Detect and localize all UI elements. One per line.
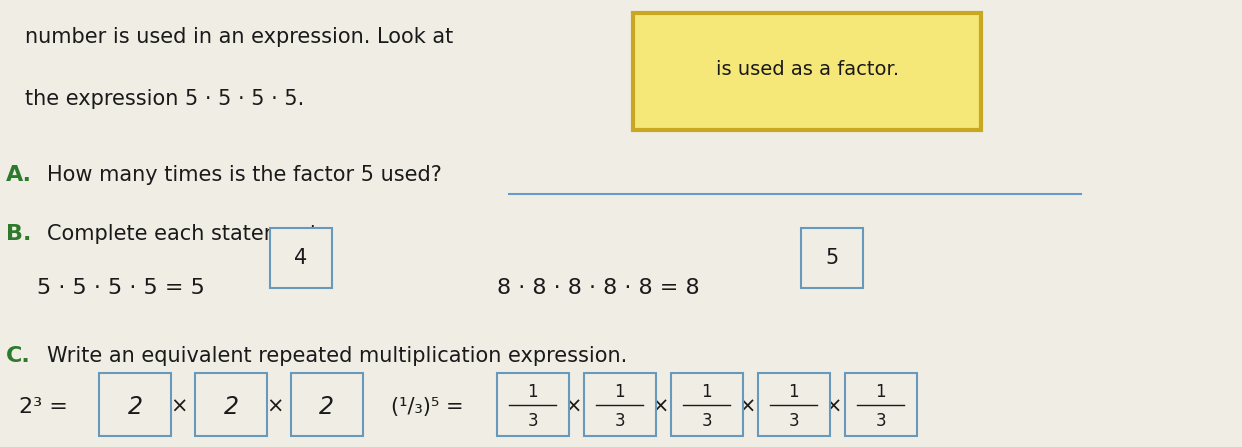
FancyBboxPatch shape — [270, 228, 332, 288]
FancyBboxPatch shape — [195, 373, 267, 436]
Text: 3: 3 — [528, 412, 538, 430]
Text: number is used in an expression. Look at: number is used in an expression. Look at — [25, 27, 453, 47]
Text: A.: A. — [6, 165, 32, 186]
Text: ×: × — [170, 397, 188, 417]
FancyBboxPatch shape — [671, 373, 743, 436]
Text: ×: × — [564, 397, 581, 417]
Text: 1: 1 — [528, 383, 538, 401]
Text: 3: 3 — [702, 412, 712, 430]
Text: How many times is the factor 5 used?: How many times is the factor 5 used? — [47, 165, 442, 186]
FancyBboxPatch shape — [633, 13, 981, 130]
FancyBboxPatch shape — [845, 373, 917, 436]
Text: ×: × — [738, 397, 755, 417]
Text: 3: 3 — [789, 412, 799, 430]
Text: Write an equivalent repeated multiplication expression.: Write an equivalent repeated multiplicat… — [47, 346, 627, 367]
Text: 2: 2 — [319, 395, 334, 419]
FancyBboxPatch shape — [584, 373, 656, 436]
Text: 2: 2 — [128, 395, 143, 419]
Text: B.: B. — [6, 224, 31, 244]
FancyBboxPatch shape — [497, 373, 569, 436]
Text: ×: × — [825, 397, 842, 417]
Text: 1: 1 — [876, 383, 886, 401]
Text: ×: × — [651, 397, 668, 417]
Text: 1: 1 — [615, 383, 625, 401]
FancyBboxPatch shape — [801, 228, 863, 288]
Text: ×: × — [266, 397, 283, 417]
Text: 4: 4 — [294, 248, 307, 268]
FancyBboxPatch shape — [291, 373, 363, 436]
Text: 2: 2 — [224, 395, 238, 419]
Text: 8 · 8 · 8 · 8 · 8 = 8: 8 · 8 · 8 · 8 · 8 = 8 — [497, 278, 699, 298]
Text: 1: 1 — [789, 383, 799, 401]
Text: 3: 3 — [615, 412, 625, 430]
Text: 3: 3 — [876, 412, 886, 430]
FancyBboxPatch shape — [99, 373, 171, 436]
Text: 5: 5 — [826, 248, 838, 268]
Text: is used as a factor.: is used as a factor. — [715, 60, 899, 79]
Text: 5 · 5 · 5 · 5 = 5: 5 · 5 · 5 · 5 = 5 — [37, 278, 205, 298]
Text: 1: 1 — [702, 383, 712, 401]
Text: Complete each statement.: Complete each statement. — [47, 224, 325, 244]
Text: (¹/₃)⁵ =: (¹/₃)⁵ = — [391, 397, 463, 417]
Text: the expression 5 · 5 · 5 · 5.: the expression 5 · 5 · 5 · 5. — [25, 89, 304, 110]
FancyBboxPatch shape — [758, 373, 830, 436]
Text: 2³ =: 2³ = — [19, 397, 67, 417]
Text: C.: C. — [6, 346, 31, 367]
